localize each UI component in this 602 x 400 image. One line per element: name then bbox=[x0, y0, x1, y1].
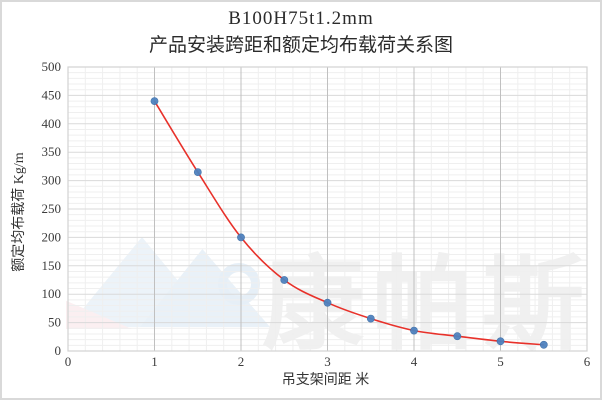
data-point bbox=[280, 276, 289, 284]
x-tick-label: 1 bbox=[151, 354, 158, 369]
data-point bbox=[453, 332, 462, 341]
x-tick-label: 4 bbox=[411, 354, 418, 369]
y-tick-label: 350 bbox=[42, 144, 62, 159]
chart-title: B100H75t1.2mm bbox=[228, 8, 374, 29]
data-point bbox=[366, 314, 375, 323]
y-tick-label: 100 bbox=[42, 286, 62, 301]
y-tick-label: 400 bbox=[42, 116, 62, 131]
y-tick-label: 150 bbox=[42, 258, 62, 273]
data-point bbox=[496, 337, 505, 346]
data-point bbox=[539, 340, 548, 349]
y-tick-label: 200 bbox=[42, 229, 62, 244]
chart-subtitle: 产品安装跨距和额定均布载荷关系图 bbox=[148, 35, 453, 56]
y-tick-label: 450 bbox=[42, 87, 62, 102]
y-tick-label: 500 bbox=[42, 59, 62, 74]
x-tick-label: 3 bbox=[324, 354, 331, 369]
data-point bbox=[237, 233, 245, 242]
x-tick-label: 6 bbox=[584, 354, 591, 369]
x-tick-label: 0 bbox=[65, 354, 72, 369]
plot-border bbox=[67, 66, 588, 352]
x-axis-title: 吊支架间距 米 bbox=[281, 373, 370, 388]
trend-curve bbox=[153, 100, 544, 346]
data-point bbox=[410, 326, 418, 335]
y-tick-label: 50 bbox=[48, 315, 61, 330]
y-tick-label: 300 bbox=[42, 173, 62, 188]
x-tick-label: 2 bbox=[238, 354, 245, 369]
x-tick-label: 5 bbox=[497, 354, 504, 369]
data-point bbox=[193, 168, 202, 176]
data-point bbox=[150, 97, 159, 105]
data-point bbox=[323, 298, 332, 307]
y-tick-label: 0 bbox=[55, 343, 62, 358]
y-tick-label: 250 bbox=[42, 201, 62, 216]
